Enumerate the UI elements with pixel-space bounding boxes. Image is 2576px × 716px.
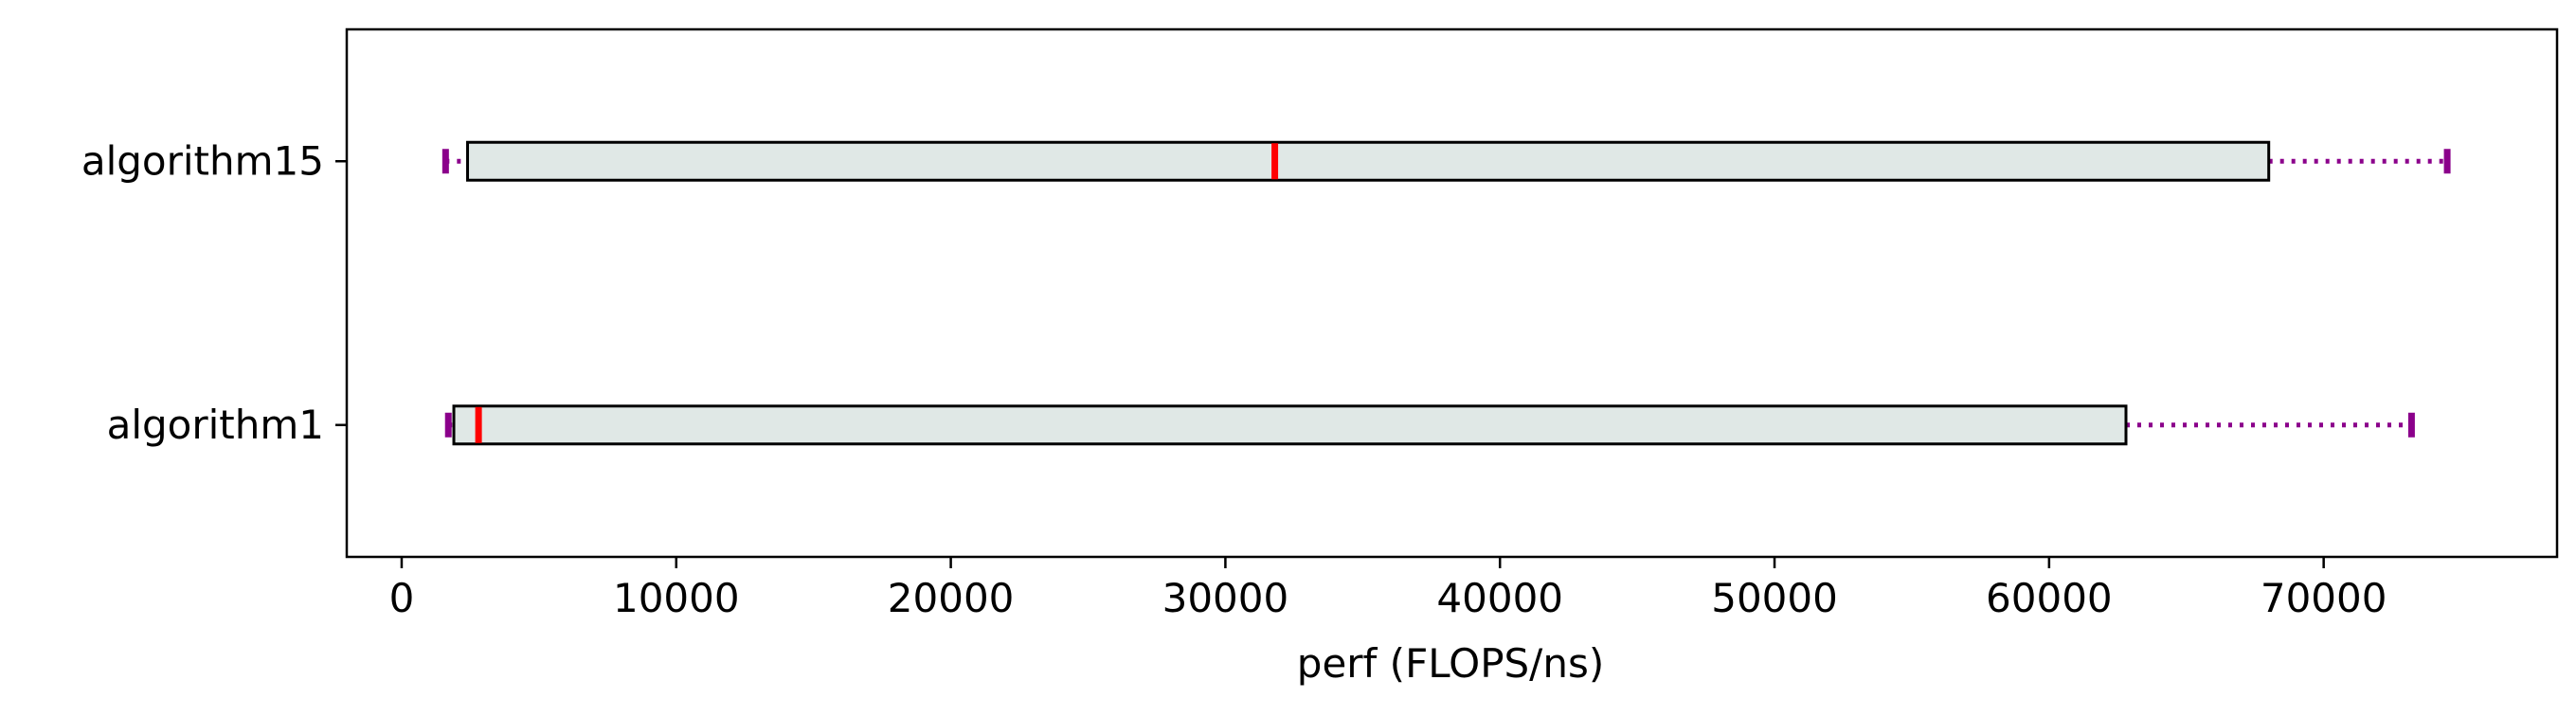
y-tick-label: algorithm1 xyxy=(107,402,324,448)
box-group-algorithm1 xyxy=(444,404,2415,446)
plot-frame xyxy=(345,27,2559,559)
box-iqr xyxy=(466,140,2271,182)
x-tick-label: 30000 xyxy=(1162,575,1289,621)
x-tick-label: 20000 xyxy=(888,575,1015,621)
y-tick-label: algorithm15 xyxy=(81,137,324,184)
x-tick-label: 50000 xyxy=(1711,575,1838,621)
boxes-layer xyxy=(441,140,2451,446)
box-iqr xyxy=(452,404,2128,446)
x-axis: 0 10000 20000 30000 40000 50000 60000 70000 xyxy=(389,557,2387,621)
x-axis-title: perf (FLOPS/ns) xyxy=(1297,640,1604,687)
x-tick-label: 40000 xyxy=(1436,575,1563,621)
box-group-algorithm15 xyxy=(441,140,2451,182)
x-tick-label: 60000 xyxy=(1986,575,2113,621)
x-tick-label: 70000 xyxy=(2261,575,2387,621)
x-tick-label: 0 xyxy=(389,575,415,621)
x-tick-label: 10000 xyxy=(613,575,740,621)
y-axis: algorithm1 algorithm15 xyxy=(81,137,347,448)
